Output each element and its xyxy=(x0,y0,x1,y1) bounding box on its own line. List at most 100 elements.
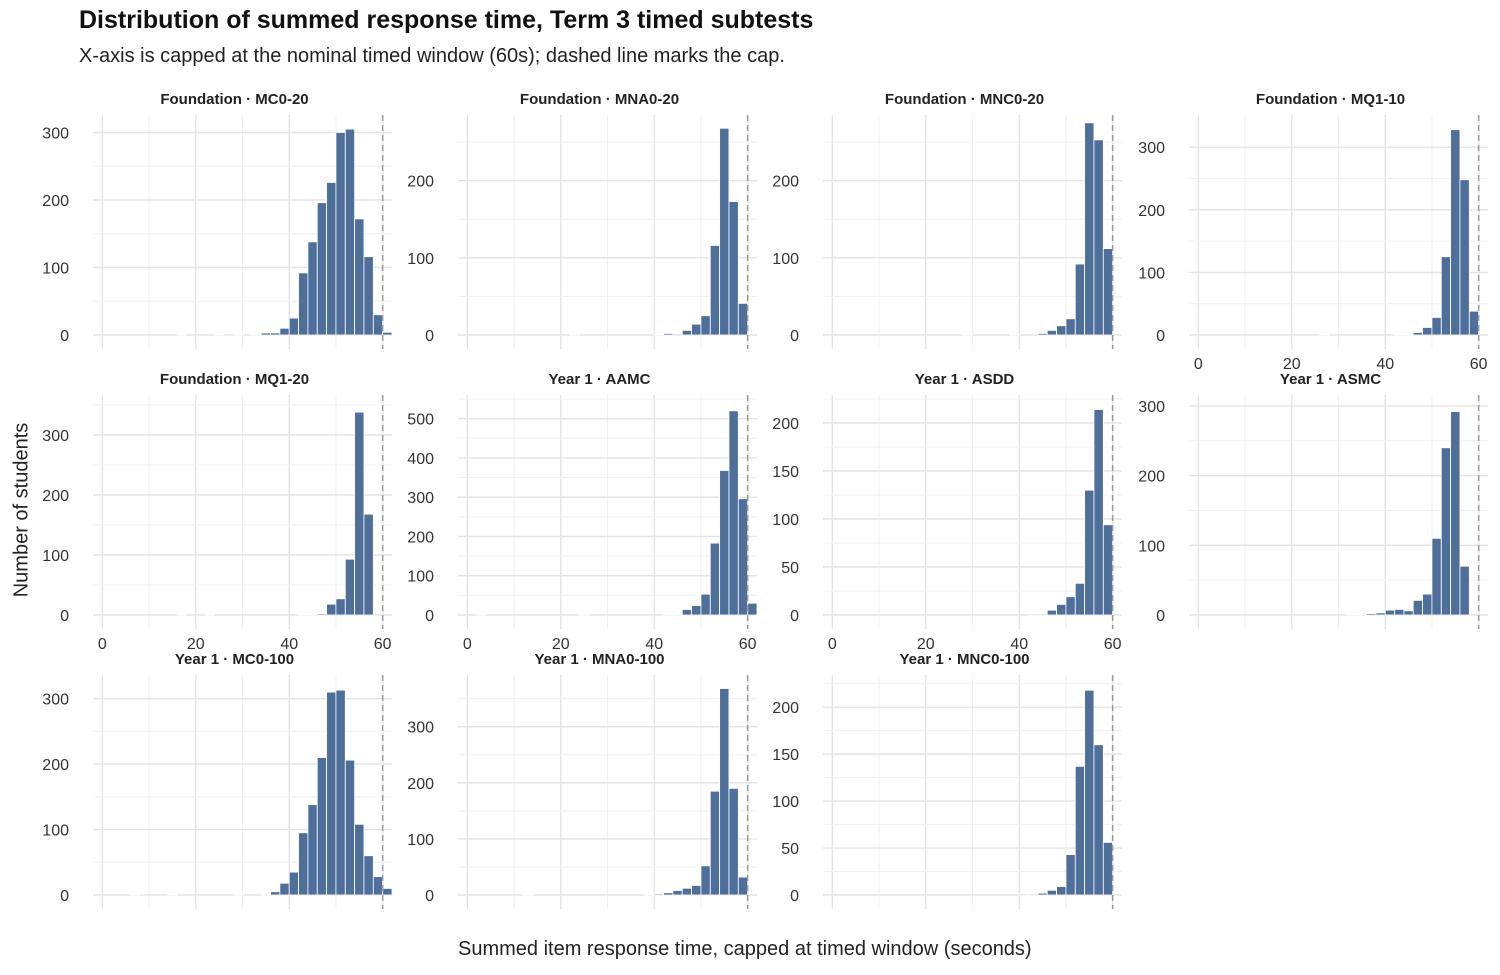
x-tick-label: 0 xyxy=(828,636,837,653)
histogram-bar xyxy=(1028,893,1039,896)
histogram-bar xyxy=(644,894,655,896)
y-tick-label: 0 xyxy=(60,608,69,625)
y-tick-label: 50 xyxy=(781,560,799,577)
y-tick-label: 100 xyxy=(1138,265,1165,282)
histogram-bar xyxy=(1046,889,1057,896)
histogram-bar xyxy=(700,865,711,896)
y-tick-label: 150 xyxy=(772,464,799,481)
histogram-bar xyxy=(1046,329,1057,336)
histogram-bar xyxy=(232,333,243,336)
histogram-bar xyxy=(709,245,721,336)
facet-title: Year 1 · ASMC xyxy=(1280,371,1381,388)
histogram-bar xyxy=(298,832,309,896)
x-tick-label: 40 xyxy=(645,636,663,653)
y-tick-label: 100 xyxy=(407,251,434,268)
histogram-bar xyxy=(1431,537,1442,616)
x-tick-label: 60 xyxy=(739,636,757,653)
chart-title: Distribution of summed response time, Te… xyxy=(79,6,814,34)
histogram-bar xyxy=(719,470,730,616)
histogram-bar xyxy=(372,876,384,896)
histogram-bar xyxy=(354,823,365,896)
histogram-bar xyxy=(719,688,730,896)
facet-title: Year 1 · MC0-100 xyxy=(175,651,294,668)
histogram-bar xyxy=(1459,179,1470,336)
y-tick-label: 0 xyxy=(60,328,69,345)
histogram-bar xyxy=(326,691,337,896)
y-tick-label: 100 xyxy=(772,512,799,529)
histogram-bar xyxy=(700,593,711,616)
histogram-bar xyxy=(1065,854,1076,896)
histogram-bar xyxy=(1347,613,1358,616)
histogram-bar xyxy=(307,804,318,896)
histogram-bar xyxy=(1009,333,1020,336)
chart-subtitle: X-axis is capped at the nominal timed wi… xyxy=(79,45,785,67)
facet-panel: Year 1 · AAMC 0 100 200 300 400 500 0 20 40 60 xyxy=(407,371,758,653)
histogram-bar xyxy=(1403,610,1414,616)
histogram-bar xyxy=(176,614,187,616)
histogram-bar xyxy=(1056,604,1067,616)
histogram-bar xyxy=(260,893,271,896)
x-tick-label: 60 xyxy=(1104,636,1122,653)
facet-title: Foundation · MQ1-20 xyxy=(160,371,309,388)
histogram-bar xyxy=(691,605,702,616)
x-axis-label: Summed item response time, capped at tim… xyxy=(458,938,1032,960)
histogram-bar xyxy=(307,614,318,616)
y-tick-label: 200 xyxy=(42,488,69,505)
y-tick-label: 500 xyxy=(407,412,434,429)
histogram-bar xyxy=(316,757,327,896)
histogram-bar xyxy=(569,333,580,336)
histogram-bar xyxy=(335,598,346,616)
facet-title: Year 1 · ASDD xyxy=(915,371,1015,388)
histogram-bar xyxy=(691,885,702,896)
histogram-bar xyxy=(728,201,739,336)
histogram-bar xyxy=(663,333,674,336)
y-tick-label: 100 xyxy=(407,569,434,586)
histogram-bar xyxy=(167,893,178,896)
facet-panel: Foundation · MQ1-10 0 100 200 300 0 20 40 60 xyxy=(1138,91,1488,373)
y-tick-label: 100 xyxy=(1138,538,1165,555)
histogram-bar xyxy=(672,890,683,896)
facet-panel: Year 1 · ASMC 0 100 200 300 xyxy=(1138,371,1488,629)
facet-title: Year 1 · MNA0-100 xyxy=(534,651,664,668)
histogram-bar xyxy=(298,272,309,336)
histogram-bar xyxy=(1065,596,1076,616)
y-tick-label: 0 xyxy=(790,888,799,905)
histogram-bar xyxy=(298,614,309,616)
histogram-bar xyxy=(1440,256,1452,336)
histogram-bar xyxy=(344,558,356,616)
histogram-bar xyxy=(204,614,215,616)
histogram-bar xyxy=(1102,248,1114,336)
y-tick-label: 100 xyxy=(772,794,799,811)
histogram-bar xyxy=(1028,613,1039,616)
histogram-bar xyxy=(728,410,739,616)
histogram-bar xyxy=(1431,317,1442,336)
histogram-bar xyxy=(1037,333,1048,336)
histogram-bar xyxy=(372,314,384,336)
histogram-bar xyxy=(1093,139,1104,336)
histogram-bar xyxy=(326,603,337,616)
histogram-bar xyxy=(1422,593,1433,616)
histogram-bar xyxy=(1037,892,1048,896)
y-tick-label: 150 xyxy=(772,747,799,764)
y-tick-label: 0 xyxy=(60,888,69,905)
histogram-bar xyxy=(1403,333,1414,336)
histogram-bar xyxy=(307,241,318,336)
histogram-bar xyxy=(737,498,749,616)
histogram-bar xyxy=(700,315,711,336)
histogram-bar xyxy=(214,333,225,336)
histogram-bar xyxy=(653,333,664,336)
histogram-bar xyxy=(363,256,374,336)
histogram-bar xyxy=(737,876,749,896)
facet-panel: Year 1 · MNC0-100 0 50 100 150 200 xyxy=(772,651,1122,909)
y-tick-label: 300 xyxy=(407,490,434,507)
facet-title: Year 1 · AAMC xyxy=(549,371,651,388)
y-tick-label: 200 xyxy=(42,193,69,210)
histogram-bar xyxy=(1356,613,1367,616)
facet-title: Year 1 · MNC0-100 xyxy=(899,651,1029,668)
y-tick-label: 0 xyxy=(790,328,799,345)
histogram-bar xyxy=(1084,689,1095,896)
histogram-bar xyxy=(279,327,290,336)
x-tick-label: 60 xyxy=(1470,356,1488,373)
y-tick-label: 100 xyxy=(42,548,69,565)
y-tick-label: 100 xyxy=(42,261,69,278)
